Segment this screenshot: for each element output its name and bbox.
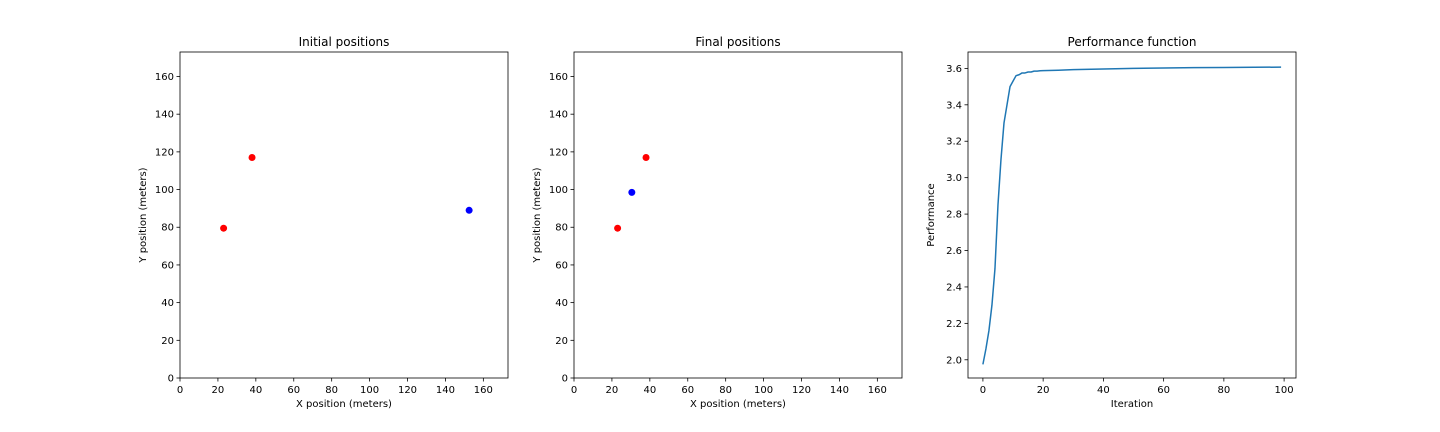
x-tick-label: 20	[606, 385, 619, 396]
scatter-point	[465, 206, 473, 214]
x-tick-label: 40	[643, 385, 656, 396]
x-tick-label: 100	[754, 385, 773, 396]
x-tick-label: 80	[719, 385, 732, 396]
x-tick-label: 40	[1097, 385, 1110, 396]
y-tick-label: 140	[549, 110, 568, 121]
y-tick-label: 3.0	[946, 173, 962, 184]
y-tick-label: 3.6	[946, 64, 962, 75]
plot-frame	[179, 51, 509, 379]
y-tick-label: 0	[562, 374, 568, 385]
chart-title: Performance function	[1068, 35, 1197, 49]
y-tick-label: 120	[155, 147, 174, 158]
y-tick-label: 40	[161, 298, 174, 309]
x-axis-label: Iteration	[1111, 399, 1153, 410]
scatter-point	[642, 154, 650, 162]
chart-2: Performance function 0 20 40 60 80 100 2.0 2.2 2.…	[926, 35, 1297, 410]
y-tick-label: 20	[161, 336, 174, 347]
y-tick-label: 20	[555, 336, 568, 347]
x-tick-label: 120	[398, 385, 417, 396]
y-tick-label: 60	[161, 260, 174, 271]
y-tick-label: 140	[155, 110, 174, 121]
series-line	[982, 66, 1282, 365]
y-tick-label: 100	[155, 185, 174, 196]
y-axis-label: Y position (meters)	[532, 167, 543, 263]
y-tick-label: 40	[555, 298, 568, 309]
chart-0: Initial positions 0 20 40 60 80 100 120 140 160 0 2…	[138, 35, 509, 410]
x-tick-label: 0	[980, 385, 986, 396]
x-tick-label: 20	[212, 385, 225, 396]
y-tick-label: 3.2	[946, 137, 962, 148]
scatter-point	[614, 224, 622, 232]
y-tick-label: 2.0	[946, 355, 962, 366]
y-tick-label: 3.4	[946, 100, 962, 111]
x-tick-label: 100	[1275, 385, 1294, 396]
x-axis-label: X position (meters)	[690, 399, 786, 410]
chart-title: Final positions	[695, 35, 780, 49]
y-tick-label: 60	[555, 260, 568, 271]
x-tick-label: 100	[360, 385, 379, 396]
y-tick-label: 2.4	[946, 282, 962, 293]
scatter-point	[248, 154, 256, 162]
x-axis-label: X position (meters)	[296, 399, 392, 410]
y-axis-label: Performance	[926, 183, 937, 246]
plot-frame	[573, 51, 903, 379]
y-axis-label: Y position (meters)	[138, 167, 149, 263]
x-tick-label: 0	[571, 385, 577, 396]
plot-frame	[967, 51, 1297, 379]
x-tick-label: 60	[287, 385, 300, 396]
y-tick-label: 0	[168, 374, 174, 385]
y-tick-label: 80	[161, 223, 174, 234]
x-tick-label: 60	[1157, 385, 1170, 396]
y-tick-label: 160	[155, 72, 174, 83]
y-tick-label: 2.8	[946, 210, 962, 221]
x-tick-label: 140	[830, 385, 849, 396]
chart-title: Initial positions	[299, 35, 390, 49]
y-tick-label: 120	[549, 147, 568, 158]
x-tick-label: 0	[177, 385, 183, 396]
x-tick-label: 160	[868, 385, 887, 396]
x-tick-label: 60	[681, 385, 694, 396]
x-tick-label: 80	[1217, 385, 1230, 396]
x-tick-label: 40	[249, 385, 262, 396]
x-tick-label: 160	[474, 385, 493, 396]
scatter-point	[220, 224, 228, 232]
y-tick-label: 2.6	[946, 246, 962, 257]
x-tick-label: 140	[436, 385, 455, 396]
scatter-point	[628, 188, 636, 196]
y-tick-label: 160	[549, 72, 568, 83]
y-tick-label: 100	[549, 185, 568, 196]
x-tick-label: 20	[1037, 385, 1050, 396]
x-tick-label: 120	[792, 385, 811, 396]
y-tick-label: 80	[555, 223, 568, 234]
chart-1: Final positions 0 20 40 60 80 100 120 140 160 0 20 4…	[532, 35, 903, 410]
y-tick-label: 2.2	[946, 319, 962, 330]
x-tick-label: 80	[325, 385, 338, 396]
